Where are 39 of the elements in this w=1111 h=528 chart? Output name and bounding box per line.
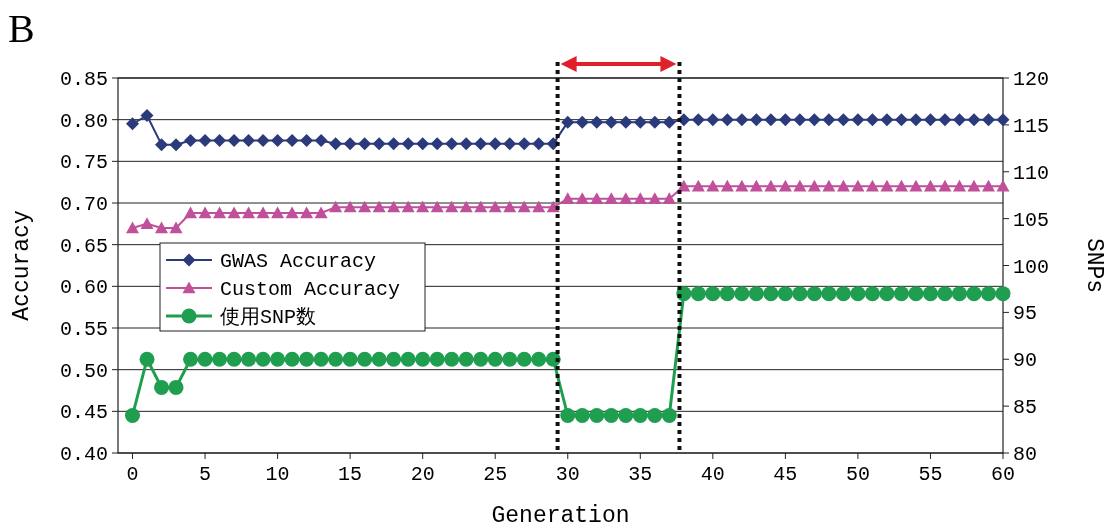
x-tick-label: 55 [918, 463, 943, 486]
chart-title: B [8, 6, 35, 51]
y2-tick-label: 85 [1013, 396, 1038, 420]
y-tick-label: 0.70 [59, 193, 108, 216]
y2-tick-label: 80 [1013, 443, 1038, 466]
x-tick-label: 15 [338, 463, 363, 486]
y-tick-label: 0.60 [59, 276, 108, 300]
y2-tick-label: 90 [1013, 349, 1038, 373]
y-tick-label: 0.50 [59, 359, 108, 383]
x-tick-label: 20 [410, 463, 435, 486]
x-tick-label: 25 [483, 463, 508, 486]
y-tick-label: 0.80 [59, 109, 108, 133]
y2-tick-label: 110 [1013, 161, 1050, 185]
x-tick-label: 30 [555, 463, 580, 486]
y2-tick-label: 95 [1013, 302, 1038, 326]
x-tick-label: 50 [845, 463, 870, 486]
x-tick-label: 60 [990, 463, 1016, 486]
x-tick-label: 40 [700, 463, 725, 486]
x-tick-label: 45 [773, 463, 798, 486]
y-tick-label: 0.55 [59, 318, 108, 341]
y2-tick-label: 105 [1013, 208, 1050, 232]
y-axis-title: Accuracy [9, 210, 35, 321]
legend-label: 使用SNP数 [220, 306, 317, 329]
x-tick-label: 10 [265, 463, 290, 486]
y-tick-label: 0.40 [59, 443, 108, 466]
x-tick-label: 0 [126, 463, 139, 486]
y2-tick-label: 120 [1013, 68, 1050, 91]
x-tick-label: 35 [628, 463, 653, 486]
y-tick-label: 0.45 [59, 401, 108, 425]
y2-tick-label: 115 [1013, 114, 1050, 138]
x-axis-title: Generation [491, 503, 630, 528]
y2-tick-label: 100 [1013, 255, 1050, 279]
y-tick-label: 0.65 [59, 234, 108, 258]
y-tick-label: 0.75 [59, 151, 108, 175]
legend-label: GWAS Accuracy [220, 250, 377, 273]
legend-label: Custom Accuracy [220, 278, 401, 301]
y2-axis-title: SNPs [1081, 237, 1107, 294]
y-tick-label: 0.85 [59, 68, 108, 91]
x-tick-label: 5 [199, 463, 212, 486]
